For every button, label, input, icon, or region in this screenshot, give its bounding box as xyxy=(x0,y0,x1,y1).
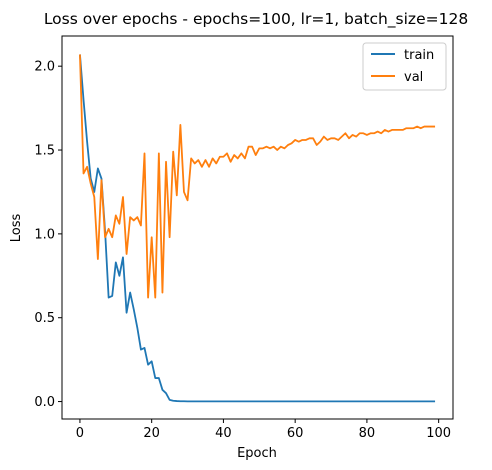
legend-label-val: val xyxy=(404,70,423,85)
x-tick-label: 0 xyxy=(76,426,84,441)
legend-label-train: train xyxy=(404,48,434,63)
series-line-train xyxy=(79,54,436,403)
y-tick-label: 1.0 xyxy=(34,227,55,242)
series-line-val xyxy=(79,54,436,299)
y-tick-label: 0.5 xyxy=(34,311,55,326)
x-tick-label: 40 xyxy=(215,426,232,441)
chart-title: Loss over epochs - epochs=100, lr=1, bat… xyxy=(44,10,468,29)
plot-frame xyxy=(61,35,454,420)
x-axis-label: Epoch xyxy=(237,446,277,461)
y-axis-label: Loss xyxy=(9,214,24,243)
legend: train val xyxy=(362,42,447,91)
x-tick-label: 80 xyxy=(359,426,376,441)
x-tick-label: 100 xyxy=(426,426,451,441)
y-axis-ticks: 0.0 0.5 1.0 1.5 2.0 xyxy=(34,60,62,410)
series-lines xyxy=(79,54,436,403)
y-tick-label: 0.0 xyxy=(34,395,55,410)
y-tick-label: 2.0 xyxy=(34,60,55,75)
x-tick-label: 60 xyxy=(287,426,304,441)
x-tick-label: 20 xyxy=(143,426,160,441)
y-tick-label: 1.5 xyxy=(34,144,55,159)
x-axis-ticks: 0 20 40 60 80 100 xyxy=(76,419,451,441)
